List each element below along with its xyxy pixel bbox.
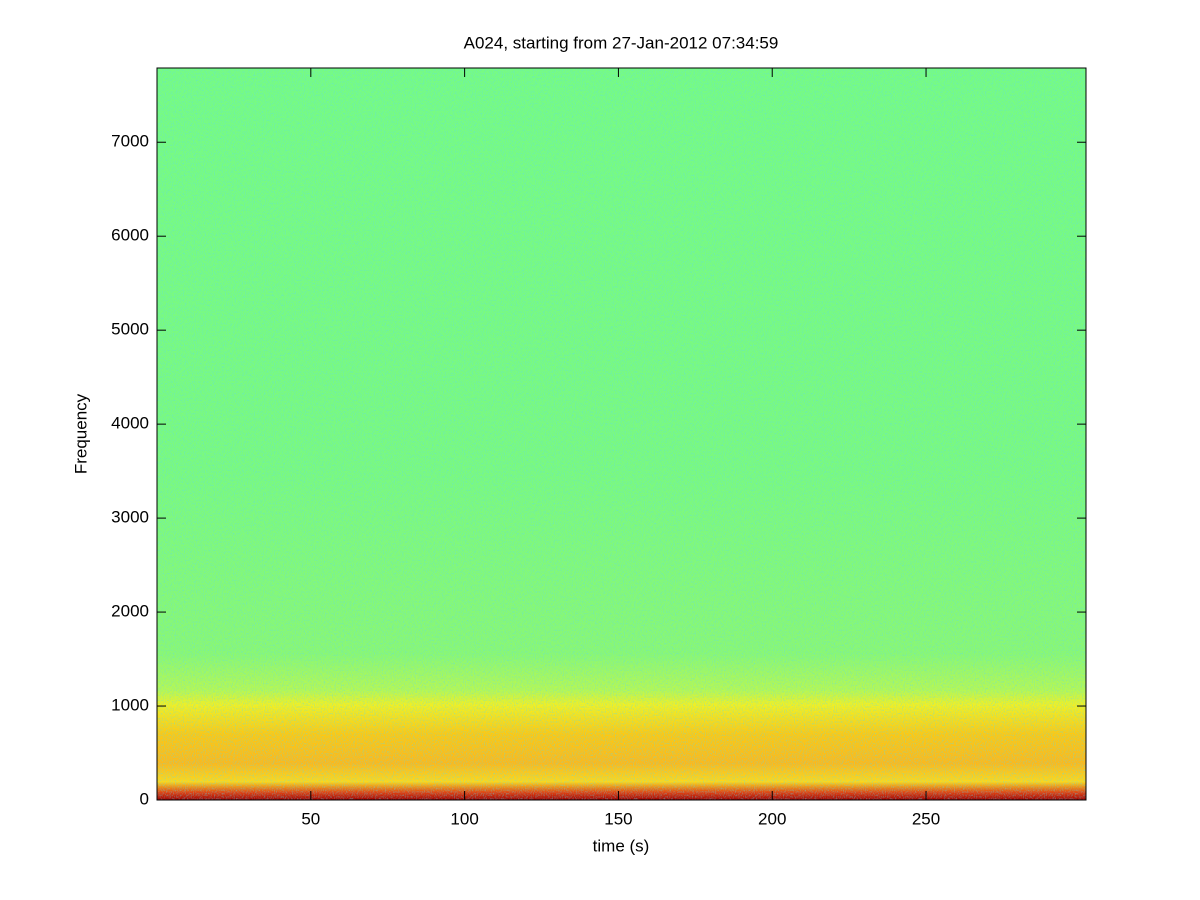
y-axis-label: Frequency	[71, 393, 90, 474]
y-tick-label: 0	[140, 789, 149, 808]
y-tick-label: 5000	[111, 320, 149, 339]
axes-box	[156, 67, 1087, 801]
plot-area	[156, 67, 1087, 801]
x-axis-label: time (s)	[593, 836, 650, 855]
x-tick-label: 250	[912, 809, 940, 828]
y-tick-label: 1000	[111, 696, 149, 715]
spectrogram-texture	[157, 68, 1086, 800]
chart-title: A024, starting from 27-Jan-2012 07:34:59	[464, 33, 779, 52]
y-tick-label: 4000	[111, 414, 149, 433]
x-tick-label: 200	[758, 809, 786, 828]
y-tick-label: 7000	[111, 132, 149, 151]
x-tick-label: 150	[604, 809, 632, 828]
y-tick-label: 3000	[111, 508, 149, 527]
y-tick-label: 6000	[111, 226, 149, 245]
x-tick-label: 50	[301, 809, 320, 828]
x-tick-label: 100	[450, 809, 478, 828]
y-tick-label: 2000	[111, 602, 149, 621]
